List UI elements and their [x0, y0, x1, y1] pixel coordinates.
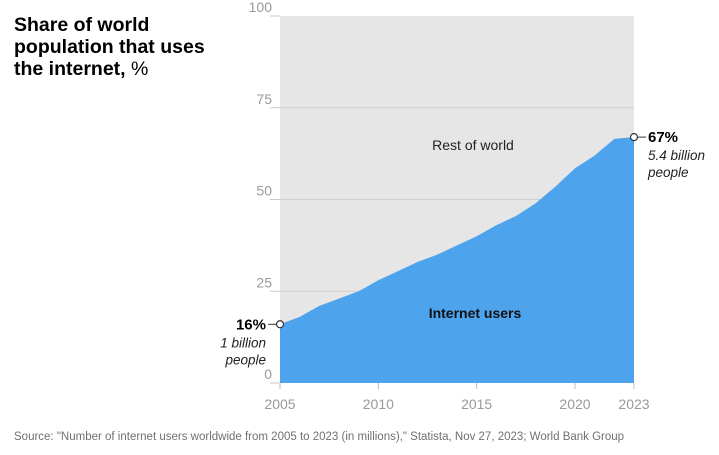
- start-note-line1: 1 billion: [220, 335, 266, 350]
- x-axis-ticks: 2005 2010 2015 2020 2023: [264, 383, 650, 412]
- end-note-line2: people: [647, 165, 689, 180]
- start-point-marker: [275, 320, 285, 329]
- y-tick-label: 100: [249, 0, 273, 15]
- end-value-label: 67%: [648, 129, 678, 146]
- area-chart: 0 25 50 75 100 2005 2010 2015 2020 2023 Rest of …: [220, 0, 705, 412]
- y-tick-label: 75: [256, 91, 272, 107]
- y-axis-ticks: 0 25 50 75 100: [249, 0, 280, 384]
- end-point-marker: [629, 133, 639, 142]
- y-tick-label: 50: [256, 183, 272, 199]
- end-note-line1: 5.4 billion: [648, 148, 705, 163]
- start-note-line2: people: [224, 352, 266, 367]
- y-tick-label: 25: [256, 274, 272, 290]
- x-tick-label: 2020: [559, 396, 590, 412]
- x-tick-label: 2023: [618, 396, 649, 412]
- internet-users-area: [280, 137, 634, 383]
- internet-users-label: Internet users: [429, 305, 522, 321]
- start-value-label: 16%: [236, 316, 266, 333]
- rest-of-world-label: Rest of world: [432, 137, 514, 153]
- x-tick-label: 2005: [264, 396, 295, 412]
- chart-title-unit: %: [131, 58, 149, 80]
- source-note: Source: "Number of internet users worldw…: [14, 431, 625, 443]
- y-tick-label: 0: [264, 366, 272, 382]
- chart-title: Share of world population that uses the …: [14, 14, 214, 80]
- chart-title-main: Share of world population that uses the …: [14, 14, 205, 80]
- x-tick-label: 2010: [363, 396, 394, 412]
- x-tick-label: 2015: [461, 396, 492, 412]
